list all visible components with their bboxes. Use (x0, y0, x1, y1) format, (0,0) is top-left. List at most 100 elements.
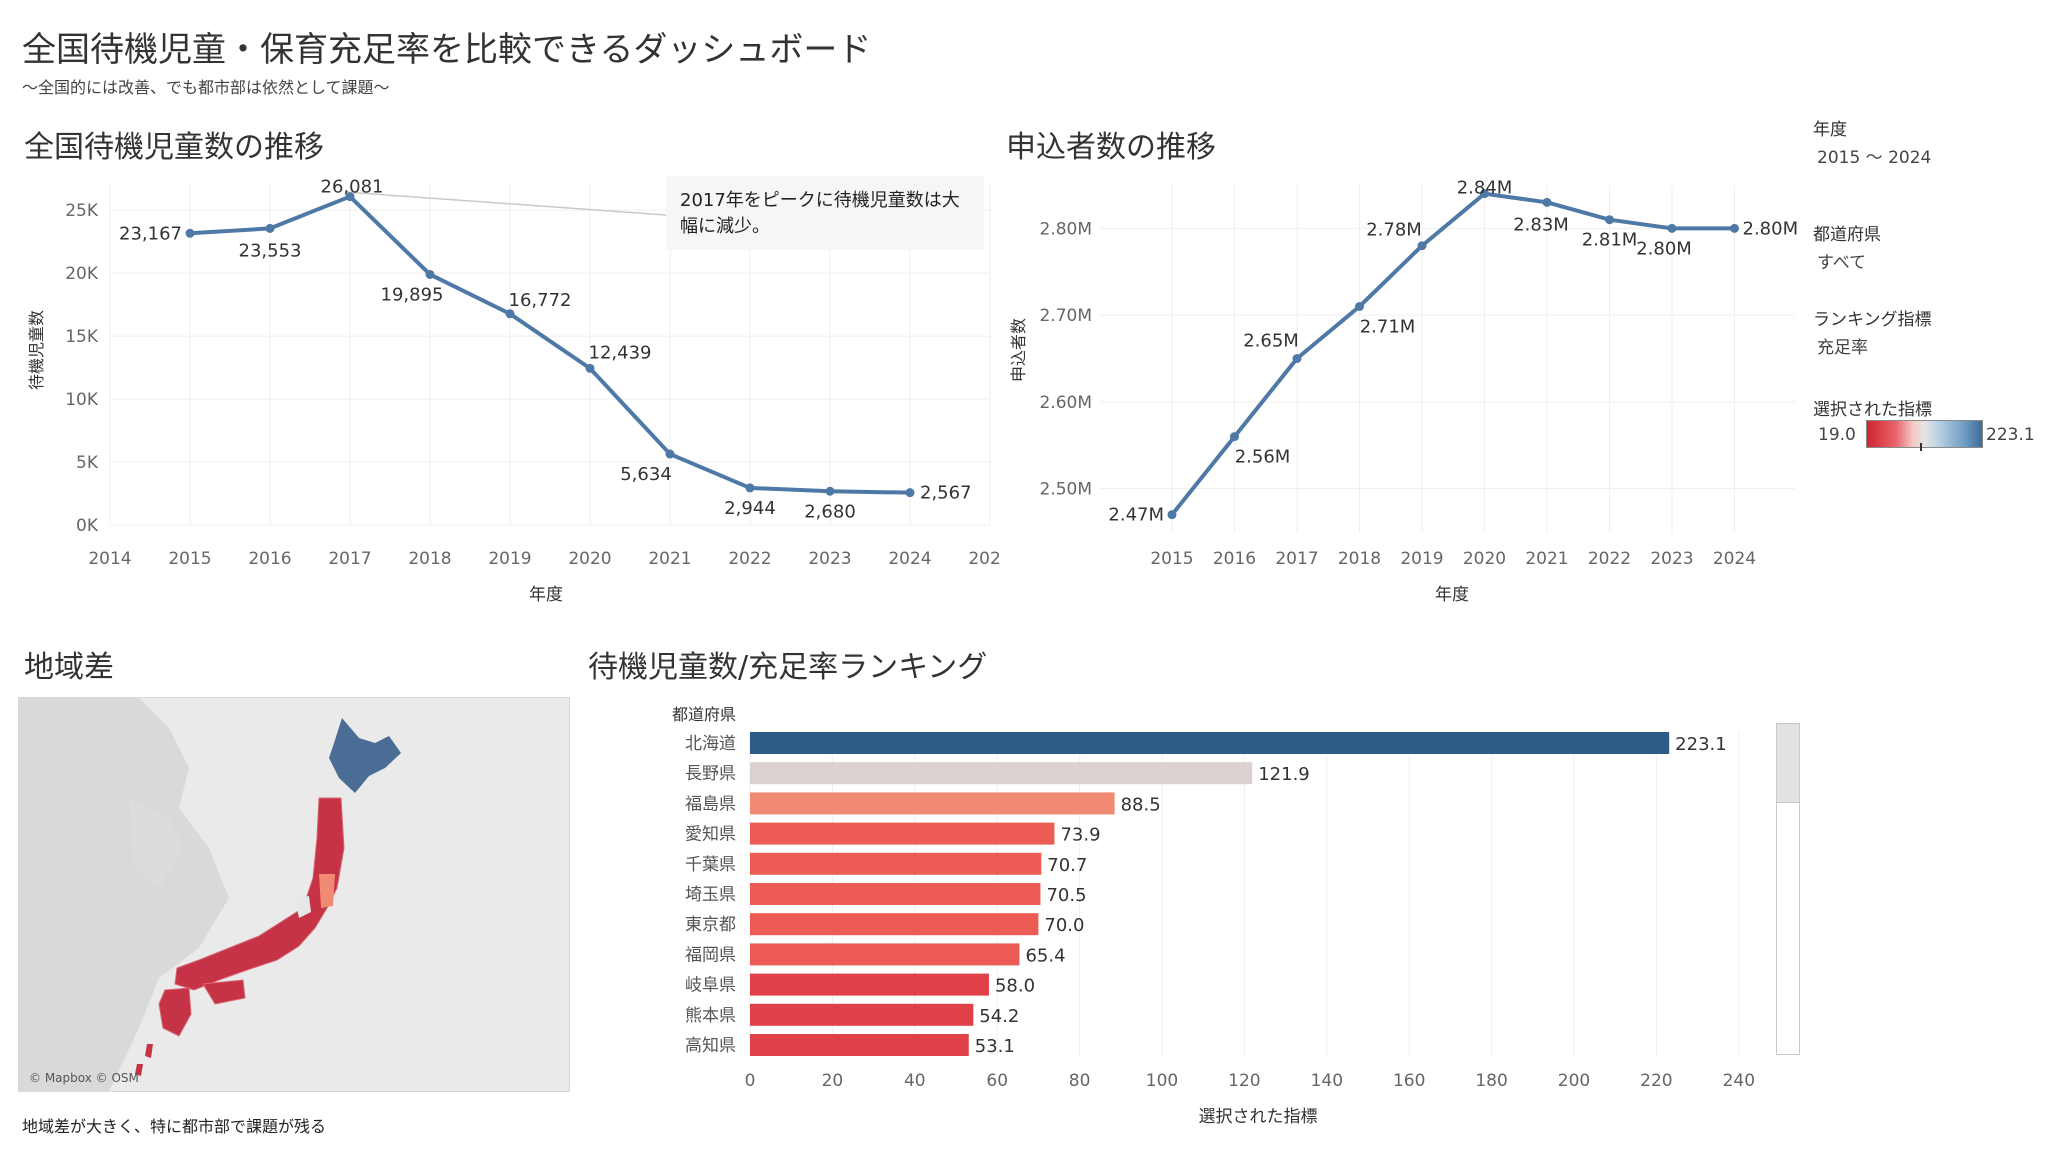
waiting-children-line-chart[interactable]: 2014 2015 2016 2017 2018 2019 2020 2021 2022 2023… (0, 160, 1000, 620)
x-tick-label: 2019 (1400, 549, 1443, 569)
applicants-data-label: 2.83M (1513, 214, 1569, 235)
applicants-line-chart[interactable]: 2015 2016 2017 2018 2019 2020 2021 2022 2023 2024… (1000, 160, 1800, 620)
chiba-region[interactable] (319, 874, 335, 908)
okinawa-region[interactable] (135, 1044, 153, 1076)
applicants-chart-axes: 2015 2016 2017 2018 2019 2020 2021 2022 2023 2024… (1039, 219, 1756, 569)
waiting-data-label: 26,081 (321, 177, 384, 198)
ranking-bar (750, 792, 1115, 815)
color-legend-marker (1920, 443, 1922, 451)
ranking-bar (750, 1003, 974, 1026)
prefecture-filter-value[interactable]: すべて (1817, 253, 1867, 273)
year-filter-value[interactable]: 2015 ～ 2024 (1817, 148, 1932, 168)
ranking-value-label: 121.9 (1258, 764, 1310, 785)
ranking-bar (750, 913, 1039, 936)
color-legend-label: 選択された指標 (1813, 400, 1932, 420)
ranking-category-label: 高知県 (685, 1036, 736, 1056)
year-filter-label: 年度 (1813, 120, 1847, 140)
ranking-chart-bars[interactable]: 北海道 223.1 長野県 121.9 福島県 88.5 愛知県 73.9 千葉県 70.7 埼玉県… (685, 732, 1727, 1057)
ranking-value-label: 88.5 (1121, 794, 1161, 815)
x-tick-label: 2021 (648, 549, 691, 569)
ranking-bar-chart[interactable]: 0 20 40 60 80 100 120 140 160 180 200 220 240 北海道 223… (600, 700, 1780, 1140)
map-credit[interactable]: © Mapbox © OSM (29, 1071, 139, 1085)
x-tick-label: 200 (1558, 1071, 1590, 1091)
ranking-bar (750, 852, 1042, 875)
waiting-chart-series[interactable]: 23,167 23,553 26,081 19,895 16,772 12,439 5,63… (119, 177, 972, 523)
x-tick-label: 40 (904, 1071, 926, 1091)
x-tick-label: 2015 (168, 549, 211, 569)
waiting-data-point (585, 363, 595, 373)
y-tick-label: 10K (65, 390, 99, 410)
waiting-data-label: 23,167 (119, 223, 182, 244)
x-tick-label: 240 (1723, 1071, 1755, 1091)
shikoku-region[interactable] (202, 979, 246, 1005)
x-tick-label: 2025 (968, 549, 1000, 569)
x-tick-label: 220 (1640, 1071, 1672, 1091)
ranking-value-label: 223.1 (1675, 734, 1727, 755)
ranking-value-label: 73.9 (1060, 825, 1100, 846)
x-tick-label: 2024 (888, 549, 931, 569)
ranking-category-label: 北海道 (685, 734, 736, 754)
applicants-data-point (1542, 197, 1552, 207)
ranking-bar (750, 762, 1253, 785)
japan-map-svg (19, 698, 569, 1091)
applicants-data-label: 2.81M (1582, 230, 1638, 251)
ranking-category-label: 福島県 (685, 794, 736, 814)
applicants-data-point (1605, 215, 1614, 225)
x-tick-label: 2016 (248, 549, 291, 569)
region-map[interactable]: © Mapbox © OSM (18, 697, 570, 1092)
waiting-data-point (425, 269, 435, 279)
y-tick-label: 20K (65, 264, 99, 284)
non-data-area (295, 896, 311, 918)
applicants-data-label: 2.71M (1360, 316, 1416, 337)
color-legend-gradient (1866, 420, 1983, 448)
y-tick-label: 2.80M (1039, 219, 1092, 239)
x-tick-label: 2016 (1213, 549, 1256, 569)
applicants-series-line (1170, 191, 1735, 516)
applicants-data-label: 2.56M (1235, 447, 1291, 468)
x-tick-label: 160 (1393, 1071, 1425, 1091)
applicants-data-point (1292, 354, 1302, 363)
x-tick-label: 0 (745, 1071, 756, 1091)
applicants-data-label: 2.80M (1636, 238, 1692, 259)
ranking-category-label: 福岡県 (685, 945, 736, 965)
y-tick-label: 2.70M (1039, 306, 1092, 326)
map-note: 地域差が大きく、特に都市部で課題が残る (22, 1117, 327, 1136)
ranking-value-label: 70.0 (1044, 915, 1084, 936)
x-tick-label: 120 (1228, 1071, 1260, 1091)
applicants-x-axis-title: 年度 (1435, 585, 1469, 605)
metric-filter-value[interactable]: 充足率 (1817, 338, 1868, 358)
map-peninsula (129, 798, 184, 888)
x-tick-label: 2020 (568, 549, 611, 569)
x-tick-label: 140 (1311, 1071, 1343, 1091)
kyushu-region[interactable] (158, 987, 192, 1037)
ranking-category-label: 長野県 (685, 764, 736, 784)
ranking-category-label: 東京都 (685, 915, 736, 935)
ranking-category-label: 埼玉県 (685, 885, 736, 905)
ranking-scrollbar-thumb[interactable] (1777, 724, 1799, 803)
x-tick-label: 2018 (408, 549, 451, 569)
ranking-bar (750, 732, 1670, 754)
applicants-chart-title: 申込者数の推移 (1006, 130, 1216, 165)
annotation-box: 2017年をピークに待機児童数は大幅に減少。 (666, 176, 984, 250)
waiting-chart-title: 全国待機児童数の推移 (24, 130, 324, 165)
applicants-data-label: 2.80M (1743, 218, 1799, 239)
ranking-chart-gridlines (749, 732, 1740, 1055)
hokkaido-region[interactable] (329, 718, 401, 793)
y-tick-label: 0K (76, 516, 99, 536)
waiting-data-label: 2,567 (920, 483, 972, 504)
waiting-data-point (345, 192, 355, 202)
x-tick-label: 100 (1146, 1071, 1178, 1091)
ranking-bar (750, 822, 1055, 845)
y-tick-label: 5K (76, 453, 99, 473)
ranking-bar (750, 973, 989, 996)
x-tick-label: 2015 (1150, 549, 1193, 569)
x-tick-label: 2018 (1338, 549, 1381, 569)
color-legend-max: 223.1 (1986, 425, 2035, 445)
ranking-category-label: 熊本県 (685, 1006, 736, 1026)
applicants-chart-gridlines (1100, 185, 1795, 532)
x-tick-label: 60 (986, 1071, 1008, 1091)
ranking-value-label: 70.7 (1047, 855, 1087, 876)
waiting-data-point (745, 483, 755, 493)
ranking-category-header: 都道府県 (672, 705, 736, 724)
